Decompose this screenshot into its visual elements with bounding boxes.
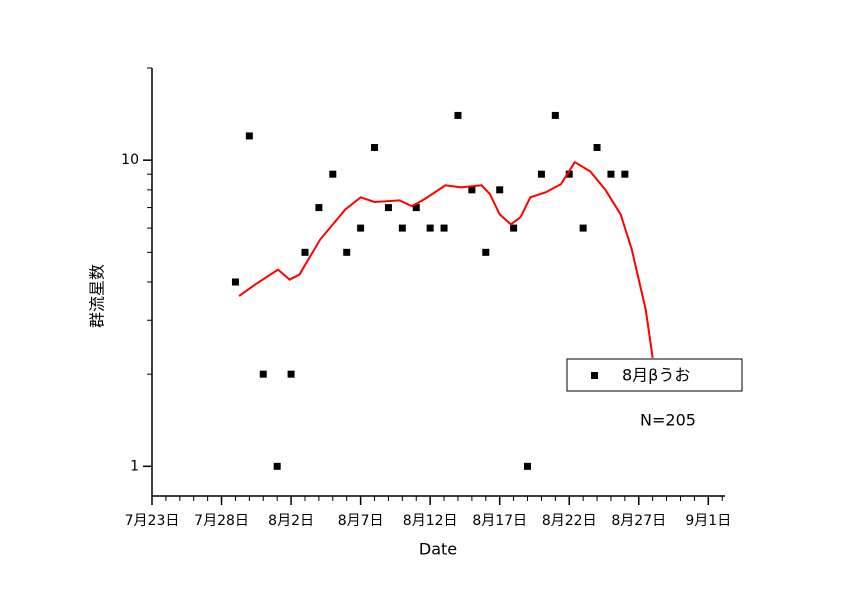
point	[343, 248, 351, 256]
x-tick-label: 7月23日	[125, 513, 180, 529]
point	[384, 204, 392, 212]
point	[607, 170, 615, 178]
x-tick-label: 8月17日	[472, 513, 527, 529]
point	[357, 224, 365, 232]
point	[273, 462, 281, 470]
point	[537, 170, 545, 178]
x-tick-label: 8月12日	[403, 513, 458, 529]
point	[398, 224, 406, 232]
legend-label: 8月βうお	[622, 366, 690, 385]
legend-marker	[591, 372, 598, 379]
point	[259, 370, 267, 378]
x-tick-label: 8月7日	[338, 513, 384, 529]
point	[524, 462, 532, 470]
x-tick-label: 9月1日	[685, 513, 731, 529]
smooth-line	[238, 160, 654, 359]
point	[426, 224, 434, 232]
point	[412, 204, 420, 212]
point	[287, 370, 295, 378]
y-tick-label: 10	[121, 152, 139, 168]
point	[371, 143, 379, 151]
point	[301, 248, 309, 256]
point	[579, 224, 587, 232]
point	[329, 170, 337, 178]
x-tick-label: 8月27日	[611, 513, 666, 529]
y-tick-label: 1	[130, 458, 139, 474]
point	[231, 278, 239, 286]
point	[454, 111, 462, 119]
point	[482, 248, 490, 256]
x-tick-label: 8月2日	[268, 513, 314, 529]
point	[440, 224, 448, 232]
point	[551, 111, 559, 119]
point	[315, 204, 323, 212]
x-tick-label: 8月22日	[542, 513, 597, 529]
point	[621, 170, 629, 178]
point	[496, 186, 504, 194]
point	[510, 224, 518, 232]
annotation: N=205	[640, 411, 696, 430]
point	[565, 170, 573, 178]
x-axis-label: Date	[419, 540, 457, 559]
y-axis-label: 群流星数	[88, 264, 107, 328]
point	[245, 132, 253, 140]
x-tick-label: 7月28日	[194, 513, 249, 529]
point	[468, 186, 476, 194]
point	[593, 143, 601, 151]
